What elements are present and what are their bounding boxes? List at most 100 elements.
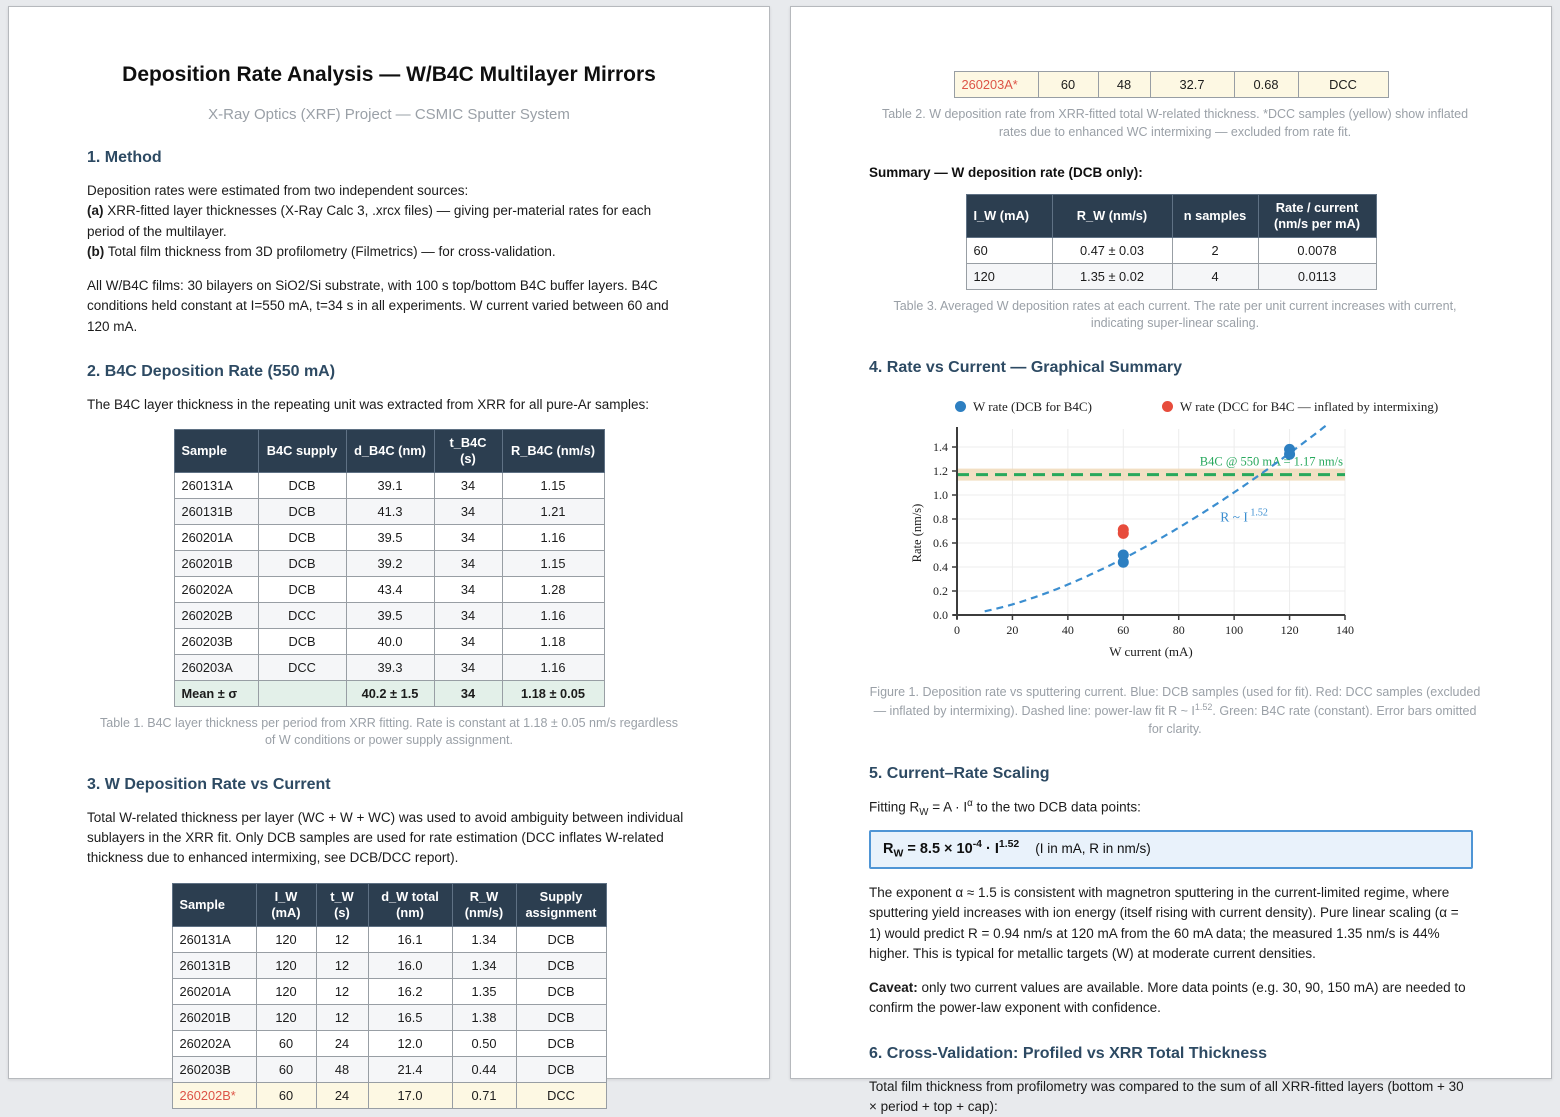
column-header: n samples [1171,194,1259,238]
table-cell: 34 [433,627,503,655]
column-header: R_B4C (nm/s) [501,429,605,473]
table-cell: 260202B* [171,1081,257,1109]
section-5-paragraph: The exponent α ≈ 1.5 is consistent with … [869,885,1459,961]
column-header: t_W (s) [315,882,369,927]
table-cell: DCB [515,977,607,1005]
table-cell: 260203A* [953,71,1039,98]
table-cell: 260131B [173,497,259,525]
table-cell: 1.15 [501,471,605,499]
table-cell: 1.28 [501,575,605,603]
table-cell: 40.2 ± 1.5 [345,679,435,707]
svg-text:80: 80 [1173,623,1185,637]
table-cell: 39.5 [345,523,435,551]
table-cell: Mean ± σ [173,679,259,707]
table-row: 260131A DCB 39.1 34 1.15 [173,471,605,499]
section-2-heading: 2. B4C Deposition Rate (550 mA) [87,362,336,380]
table-cell: 34 [433,471,503,499]
table-cell: 120 [255,1003,317,1031]
section-1-paragraph: Deposition rates were estimated from two… [87,181,691,262]
table-cell: 260203B [173,627,259,655]
table-cell: 1.35 [451,977,517,1005]
table-cell: 120 [255,977,317,1005]
svg-text:20: 20 [1006,623,1018,637]
column-header: t_B4C (s) [433,429,503,473]
section-3-heading: 3. W Deposition Rate vs Current [87,775,331,793]
table-cell: 260203B [171,1055,257,1083]
legend-item-dcb: W rate (DCB for B4C) [955,399,1092,415]
column-header: B4C supply [257,429,347,473]
summary-label: Summary — W deposition rate (DCB only): [869,165,1143,180]
table-header-row: Sample B4C supply d_B4C (nm) t_B4C (s) R_B4C… [173,429,605,473]
table-row: 260203A* 60 48 32.7 0.68 DCC [953,71,1389,98]
section-1-heading: 1. Method [87,149,162,166]
section-3-intro: Total W-related thickness per layer (WC … [87,809,684,866]
column-header: R_W (nm/s) [1051,194,1173,238]
b4c-rate-annotation: B4C @ 550 mA = 1.17 nm/s [1200,455,1343,469]
table-row: 260131B DCB 41.3 34 1.21 [173,497,605,525]
svg-text:0.0: 0.0 [933,608,948,622]
table-cell: 4 [1171,262,1259,290]
caveat-paragraph: Caveat: only two current values are avai… [869,980,1466,1016]
svg-text:0.4: 0.4 [933,560,948,574]
data-point [1117,527,1129,539]
column-header: I_W (mA) [255,882,317,927]
svg-text:0.2: 0.2 [933,584,948,598]
method-item-a: (a) XRR-fitted layer thicknesses (X-Ray … [87,203,652,239]
table-cell: DCB [257,575,347,603]
column-header: d_W total (nm) [367,882,453,927]
svg-text:120: 120 [1281,623,1299,637]
table-cell: 34 [433,679,503,707]
document-title: Deposition Rate Analysis — W/B4C Multila… [122,63,656,86]
table-cell: 12 [315,925,369,953]
svg-text:60: 60 [1117,623,1129,637]
table-cell: 260203A [173,653,259,681]
table-cell: 0.71 [451,1081,517,1109]
table-row: 260131A 120 12 16.1 1.34 DCB [171,925,607,953]
table-cell: 1.16 [501,601,605,629]
table-cell: 39.2 [345,549,435,577]
table-2-w-rates: Sample I_W (mA) t_W (s) d_W total (nm) R_W (… [171,882,607,1109]
table-cell: DCB [257,549,347,577]
svg-text:0.8: 0.8 [933,512,948,526]
table-cell: 0.47 ± 0.03 [1051,236,1173,264]
table-cell: 1.16 [501,653,605,681]
table-cell: 60 [965,236,1053,264]
table-cell: 0.0113 [1257,262,1377,290]
table-cell: 16.1 [367,925,453,953]
svg-text:40: 40 [1062,623,1074,637]
table-cell: 60 [255,1029,317,1057]
column-header: Rate / current (nm/s per mA) [1257,194,1377,238]
table-cell: 260202B [173,601,259,629]
table-row: 60 0.47 ± 0.03 2 0.0078 [965,236,1377,264]
table-cell: 39.1 [345,471,435,499]
svg-text:0: 0 [954,623,960,637]
table-cell: 39.3 [345,653,435,681]
table-cell: 260202A [173,575,259,603]
table-cell: 1.21 [501,497,605,525]
table-cell: 43.4 [345,575,435,603]
table-row: 260202A DCB 43.4 34 1.28 [173,575,605,603]
table-cell: 34 [433,549,503,577]
table-cell: 260131A [171,925,257,953]
table-row: 260203B 60 48 21.4 0.44 DCB [171,1055,607,1083]
svg-text:1.0: 1.0 [933,488,948,502]
table-cell: 1.34 [451,951,517,979]
table-cell: DCB [257,627,347,655]
table-cell: 60 [255,1055,317,1083]
table-cell: 16.5 [367,1003,453,1031]
table-cell: 1.15 [501,549,605,577]
page-1: Deposition Rate Analysis — W/B4C Multila… [8,6,770,1109]
table-2-caption: Table 2. W deposition rate from XRR-fitt… [881,107,1469,139]
table-cell: 1.18 [501,627,605,655]
table-cell: 0.68 [1233,71,1299,98]
rate-vs-current-plot: B4C @ 550 mA = 1.17 nm/s R ~ I 1.52 0 20 40 6… [910,424,1354,659]
table-cell: 120 [965,262,1053,290]
power-law-formula-box: RW = 8.5 × 10-4 · I1.52 (I in mA, R in nm… [869,830,1473,870]
section-6-paragraph: Total film thickness from profilometry w… [869,1078,1464,1114]
svg-text:1.4: 1.4 [933,440,948,454]
table-3-caption: Table 3. Averaged W deposition rates at … [893,298,1457,331]
svg-text:0.6: 0.6 [933,536,948,550]
table-cell: 12 [315,977,369,1005]
document-viewer: { "page1": { "title": "Deposition Rate A… [8,6,1552,1114]
method-intro-line: Deposition rates were estimated from two… [87,183,469,198]
